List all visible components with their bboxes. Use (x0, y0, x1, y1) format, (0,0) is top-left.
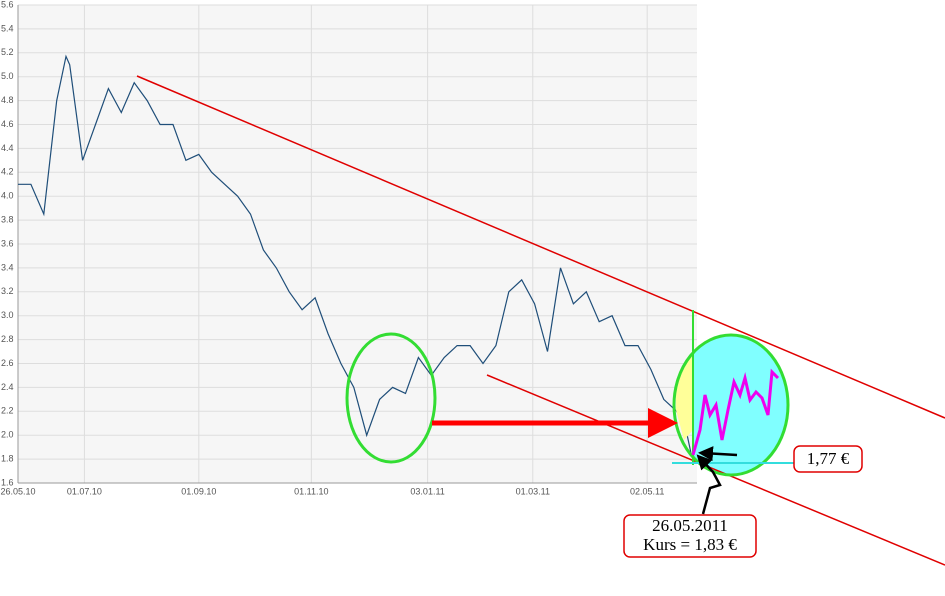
x-tick-label: 01.11.10 (294, 486, 328, 496)
y-tick-label: 1.8 (1, 453, 14, 463)
y-tick-label: 3.4 (1, 262, 14, 272)
y-tick-label: 5.6 (1, 0, 14, 9)
annotation: 1,77 € (807, 449, 850, 468)
y-tick-label: 3.6 (1, 238, 14, 248)
series (18, 54, 693, 456)
x-tick-label: 01.09.10 (181, 486, 216, 496)
price-line (18, 54, 693, 456)
y-tick-label: 4.4 (1, 143, 14, 153)
y-tick-label: 4.6 (1, 119, 14, 129)
circle-right (672, 333, 790, 477)
black-arrow (696, 454, 722, 515)
x-tick-label: 02.05.11 (630, 486, 664, 496)
y-tick-label: 4.2 (1, 167, 14, 177)
x-tick-label: 01.03.11 (516, 486, 550, 496)
y-tick-label: 3.2 (1, 286, 14, 296)
y-tick-label: 3.0 (1, 310, 14, 320)
y-tick-label: 4.0 (1, 191, 14, 201)
projection (691, 368, 780, 456)
y-tick-label: 3.8 (1, 214, 14, 224)
circle-left (345, 332, 437, 464)
label-box (623, 514, 757, 558)
upper-trend (136, 75, 945, 419)
y-tick-label: 2.6 (1, 358, 14, 368)
y-tick-label: 4.8 (1, 95, 14, 105)
axes: 1.6 1.8 2.0 2.2 2.4 2.6 2.8 3.0 3.2 3.4 3.6 3.8 4.0 4… (0, 0, 697, 496)
label-box (793, 445, 863, 473)
lower-trend (486, 374, 945, 566)
x-tick-label: 01.07.10 (67, 486, 102, 496)
y-tick-label: 1.6 (1, 477, 14, 487)
annotation: Kurs = 1,83 € (643, 535, 737, 554)
x-tick-label: 03.01.11 (410, 486, 444, 496)
y-tick-label: 2.8 (1, 334, 14, 344)
y-tick-label: 2.4 (1, 382, 14, 392)
y-tick-label: 5.2 (1, 47, 14, 57)
annotation: 26.05.2011 (652, 516, 728, 535)
annotations: 1,77 € 26.05.2011 Kurs = 1,83 € (136, 75, 945, 566)
forecast-fill (693, 335, 788, 475)
y-tick-label: 2.2 (1, 406, 14, 416)
y-tick-label: 5.4 (1, 23, 14, 33)
y-tick-label: 5.0 (1, 71, 14, 81)
y-tick-label: 2.0 (1, 430, 14, 440)
blank (697, 0, 945, 596)
x-tick-label: 26.05.10 (0, 486, 35, 496)
black-arrow (698, 446, 738, 462)
